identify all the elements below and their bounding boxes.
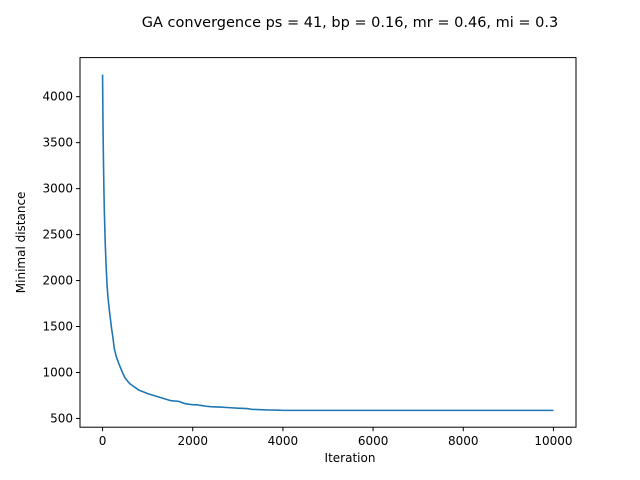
- x-tick-label: 2000: [177, 434, 208, 448]
- x-axis-label: Iteration: [325, 451, 376, 465]
- chart-title: GA convergence ps = 41, bp = 0.16, mr = …: [142, 15, 558, 31]
- y-axis-ticks: 500 1000 1500 2000 2500 3000 3500 4000: [42, 90, 80, 425]
- series-layer: [101, 74, 554, 412]
- plot-frame: [79, 57, 577, 428]
- y-tick-label: 3000: [42, 182, 73, 196]
- y-tick-label: 2000: [42, 274, 73, 288]
- y-tick-label: 500: [50, 411, 73, 425]
- x-tick-label: 0: [99, 434, 107, 448]
- y-tick-label: 3500: [42, 136, 73, 150]
- y-tick-label: 1500: [42, 320, 73, 334]
- x-tick-label: 10000: [534, 434, 572, 448]
- x-tick-label: 8000: [448, 434, 479, 448]
- x-tick-label: 4000: [268, 434, 299, 448]
- y-tick-label: 2500: [42, 228, 73, 242]
- x-tick-label: 6000: [358, 434, 389, 448]
- y-tick-label: 1000: [42, 365, 73, 379]
- series-line-0: [101, 74, 554, 412]
- y-axis-label: Minimal distance: [14, 192, 28, 294]
- x-axis-ticks: 0 2000 4000 6000 8000 10000: [99, 427, 573, 448]
- y-tick-label: 4000: [42, 90, 73, 104]
